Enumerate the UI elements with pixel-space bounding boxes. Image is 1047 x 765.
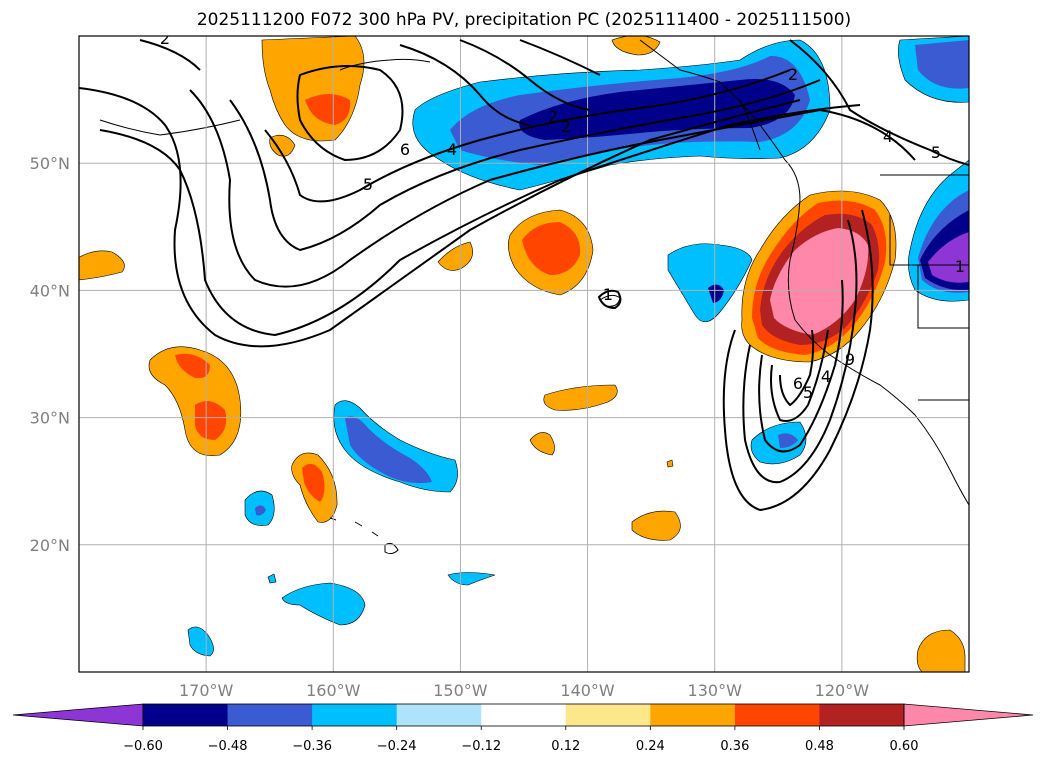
lat-tick-label: 40°N: [30, 281, 70, 300]
pv-contour-label: 2: [788, 65, 798, 84]
lon-tick-label: 120°W: [815, 681, 870, 700]
colorbar-bin: [734, 704, 820, 726]
graticule: [79, 36, 969, 672]
pv-contour-label-text: 5: [363, 175, 373, 194]
pv-contour-label-text: 1: [955, 257, 965, 276]
coastlines: [99, 39, 969, 506]
colorbar-bin: [396, 704, 482, 726]
pv-contour-label: 5: [803, 383, 813, 402]
colorbar-bin: [227, 704, 313, 726]
lat-tick-label: 30°N: [30, 409, 70, 428]
pv-contour-label-text: 1: [603, 285, 613, 304]
colorbar-bin: [312, 704, 398, 726]
pv-contour-label: 2: [548, 107, 558, 126]
lon-tick-label: 170°W: [179, 681, 234, 700]
colorbar-bin: [143, 704, 229, 726]
colorbar-extend-low: [12, 703, 144, 727]
colorbar-tick-label: −0.24: [377, 739, 417, 754]
pv-contour-label: 5: [363, 175, 373, 194]
negative-anomaly-nw-of-hawaii: [333, 400, 458, 493]
pv-contour-label-text: 9: [845, 350, 855, 369]
pv-contour-label-text: 2: [788, 65, 798, 84]
colorbar-extend-high: [903, 703, 1034, 727]
lon-tick-label: 130°W: [688, 681, 743, 700]
pv-contour-label-text: 4: [883, 127, 893, 146]
lat-tick-label: 50°N: [30, 154, 70, 173]
pv-contour-label-text: 5: [931, 143, 941, 162]
negative-anomaly-east-pacific: [667, 243, 753, 323]
colorbar-tick-label: 0.12: [551, 739, 580, 754]
pv-contour-label: 4: [883, 127, 893, 146]
pv-contour-label-text: 6: [400, 140, 410, 159]
colorbar-bin: [481, 704, 567, 726]
precip-anomaly-shading: [79, 36, 969, 672]
colorbar-bin: [565, 704, 651, 726]
colorbar-tick-label: 0.36: [720, 739, 749, 754]
colorbar-frame: [142, 703, 905, 727]
pv-contour-label: 4: [447, 140, 457, 159]
lat-tick-label: 20°N: [30, 536, 70, 555]
pv-contour-label-text: 2: [548, 107, 558, 126]
pv-contour-label: 4: [821, 367, 831, 386]
pv-contour-label: 6: [793, 374, 803, 393]
hawaii-islands: [329, 294, 621, 555]
pv-contour-label-text: 2: [561, 117, 571, 136]
lon-tick-label: 160°W: [306, 681, 361, 700]
pv-contour-label: 9: [845, 350, 855, 369]
chart-title: 2025111200 F072 300 hPa PV, precipitatio…: [197, 10, 851, 30]
colorbar-bin: [650, 704, 736, 726]
colorbar-tick-label: −0.12: [461, 739, 501, 754]
colorbar-tick-label: 0.48: [805, 739, 834, 754]
pv-contour-label-text: 6: [793, 374, 803, 393]
colorbar: −0.60 −0.48 −0.36 −0.24 −0.12 0.12 0.24 0.36 0.4…: [12, 703, 1034, 754]
colorbar-tick-label: 0.60: [890, 739, 919, 754]
negative-anomaly-gulf-of-alaska-peak: [519, 79, 795, 140]
colorbar-bin: [819, 704, 905, 726]
colorbar-tick-label: −0.48: [208, 739, 248, 754]
pv-contour-label: 1: [603, 285, 613, 304]
pv-contour-label-text: 4: [447, 140, 457, 159]
pv-contour-label-text: 5: [803, 383, 813, 402]
colorbar-tick-label: −0.60: [123, 739, 163, 754]
lon-tick-label: 140°W: [560, 681, 615, 700]
pv-contour-label: 6: [400, 140, 410, 159]
colorbar-tick-label: 0.24: [636, 739, 665, 754]
pv-contour-label: 5: [931, 143, 941, 162]
longitude-tick-labels: 170°W 160°W 150°W 140°W 130°W 120°W: [179, 681, 869, 700]
lon-tick-label: 150°W: [433, 681, 488, 700]
pv-contour-label: 1: [955, 257, 965, 276]
pv-contour-label: 2: [160, 29, 170, 48]
colorbar-tick-label: −0.36: [292, 739, 332, 754]
map-frame: [78, 35, 970, 673]
pv-contours: [79, 39, 969, 512]
pv-contour-label-text: 4: [821, 367, 831, 386]
latitude-tick-labels: 20°N 30°N 40°N 50°N: [30, 154, 70, 555]
pv-contour-label: 2: [561, 117, 571, 136]
pv-contour-label-text: 2: [160, 29, 170, 48]
